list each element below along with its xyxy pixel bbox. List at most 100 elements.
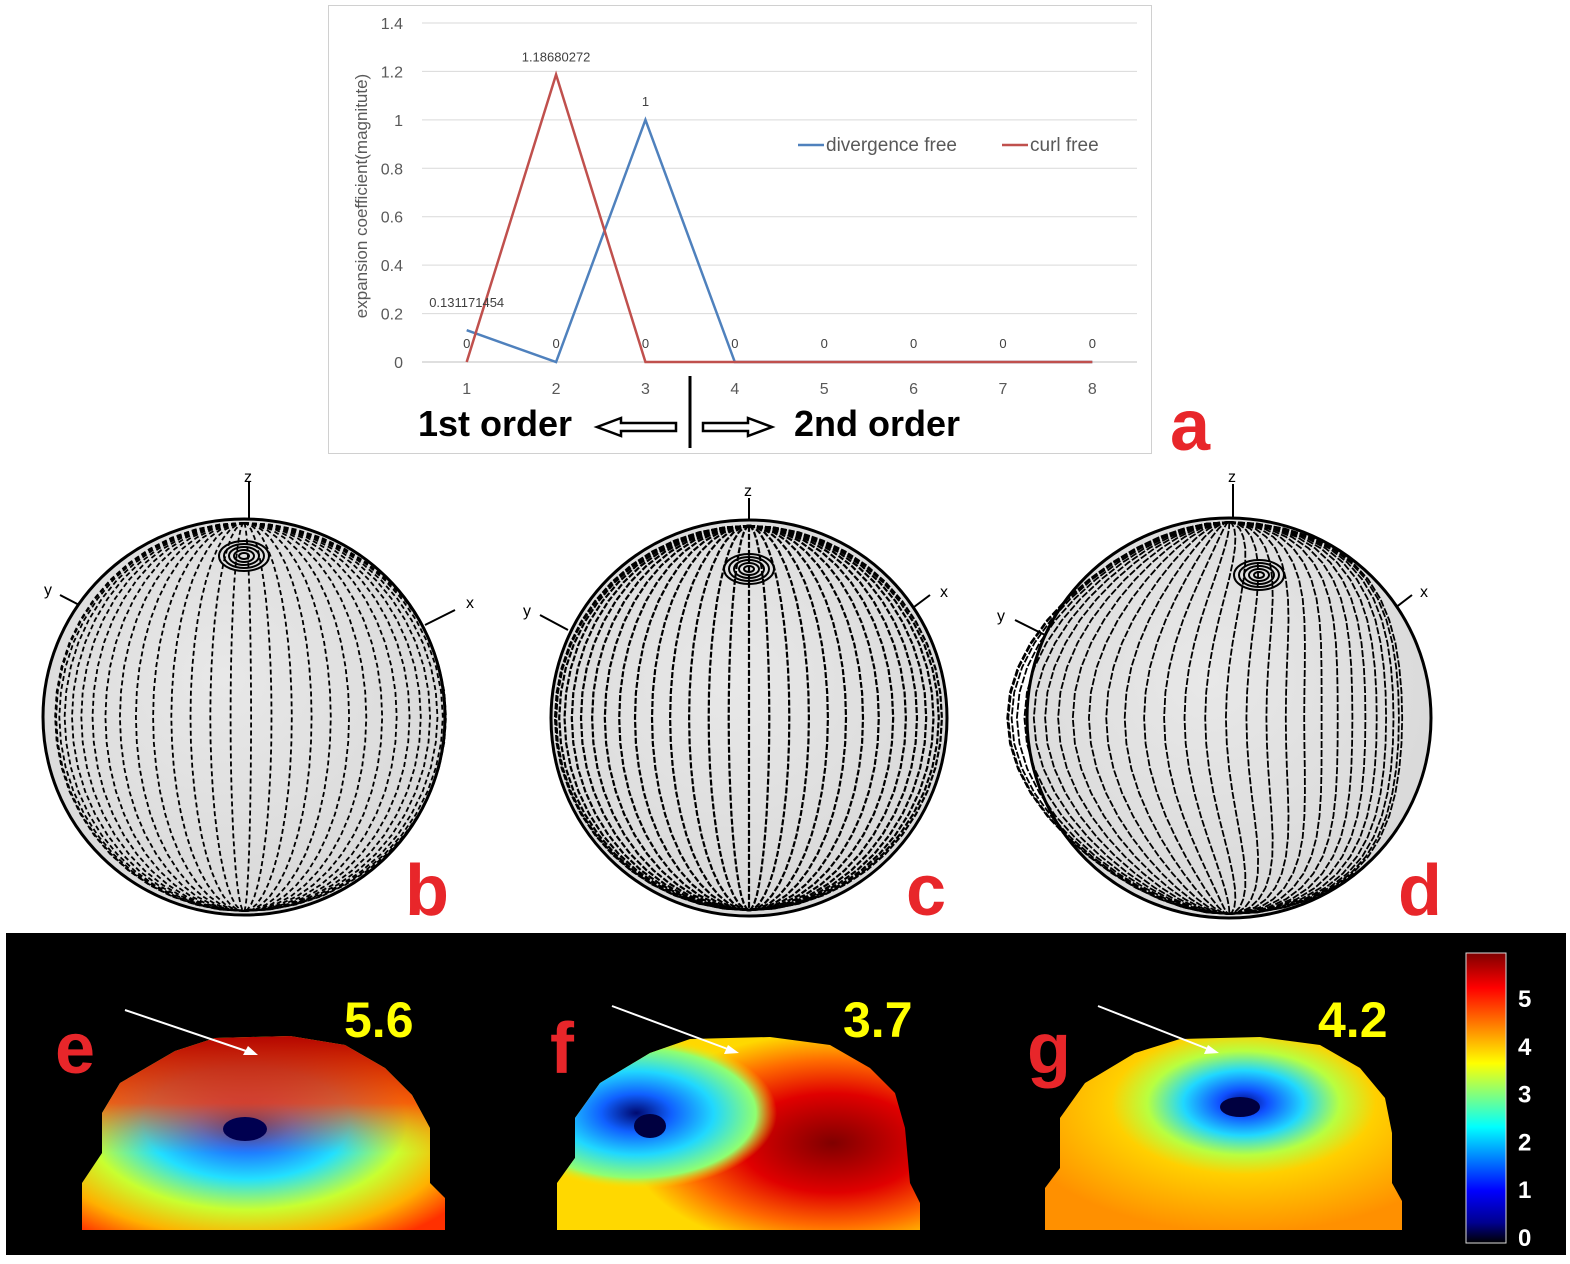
x-tick-label: 8 <box>1088 381 1097 398</box>
pointer-arrow <box>1097 1005 1214 1052</box>
field-line <box>1204 521 1237 915</box>
series-lines <box>465 70 1093 364</box>
field-line <box>707 524 750 912</box>
field-line <box>563 524 750 912</box>
y-tick-label: 1.4 <box>381 16 403 33</box>
field-line <box>1163 521 1230 915</box>
max-value-e: 5.6 <box>344 992 414 1048</box>
colorbar: 5 4 3 2 1 0 <box>1465 952 1532 1252</box>
panel-label-e: e <box>55 1009 95 1089</box>
x-tick-label: 6 <box>909 381 918 398</box>
y-axis-label: y <box>997 608 1005 625</box>
field-line <box>748 524 791 912</box>
y-tick-label: 0 <box>394 355 403 372</box>
field-line <box>650 524 750 912</box>
field-line <box>189 522 245 912</box>
vector-field-c <box>553 524 944 912</box>
field-line <box>243 522 398 912</box>
data-label: 0 <box>731 336 738 351</box>
sphere-b: z y x b <box>41 469 474 930</box>
data-label: 1.18680272 <box>522 50 591 65</box>
field-line <box>1228 521 1388 915</box>
field-line <box>748 524 848 912</box>
pole-swirl <box>233 549 255 563</box>
field-magnitude-maps: e 5.6 f 3.7 g 4.2 5 4 3 2 1 0 <box>6 933 1566 1255</box>
field-line <box>1228 521 1400 915</box>
colorbar-ticks: 5 4 3 2 1 0 <box>1518 986 1532 1252</box>
pole-swirl <box>743 565 755 573</box>
field-line <box>748 524 811 912</box>
panel-label-g: g <box>1027 1009 1071 1089</box>
field-line <box>748 524 895 912</box>
colorbar-tick-label: 4 <box>1518 1034 1532 1061</box>
field-line <box>243 522 432 912</box>
field-line <box>558 524 750 912</box>
x-tick-label: 2 <box>552 381 561 398</box>
sphere-d: z y x d <box>997 469 1442 930</box>
x-tick-label: 1 <box>462 381 471 398</box>
field-line <box>243 522 351 912</box>
field-line <box>243 522 368 912</box>
field-line <box>748 524 830 912</box>
field-line <box>1228 521 1378 915</box>
field-line <box>71 522 245 912</box>
z-axis-label: z <box>1228 469 1236 486</box>
x-axis-label: x <box>1420 584 1428 601</box>
data-label: 0 <box>1089 336 1096 351</box>
x-tick-label: 5 <box>820 381 829 398</box>
pole-swirl <box>1238 562 1280 588</box>
vector-field-b <box>54 522 447 912</box>
vector-field-d <box>1006 521 1404 915</box>
y-axis-line <box>539 614 569 631</box>
field-line <box>687 524 750 912</box>
pole-swirl <box>723 553 775 585</box>
field-line <box>633 524 750 912</box>
field-line <box>590 524 750 912</box>
chart-frame <box>328 5 1152 454</box>
y-tick-label: 0.8 <box>381 161 403 178</box>
data-label: 0 <box>910 336 917 351</box>
data-label: 0 <box>463 336 470 351</box>
y-tick-label: 0.4 <box>381 258 403 275</box>
field-line <box>1228 521 1395 915</box>
right-arrow-icon <box>701 416 776 438</box>
arrow-head-icon <box>243 1046 258 1055</box>
pole-swirl <box>1253 571 1265 579</box>
data-label: 0 <box>552 336 559 351</box>
field-line <box>170 522 245 912</box>
field-line <box>1228 521 1323 915</box>
first-order-label: 1st order <box>418 403 572 444</box>
field-line <box>1224 521 1247 915</box>
x-tick-label: 7 <box>998 381 1007 398</box>
field-line <box>1015 521 1230 915</box>
pole-swirl <box>228 546 260 566</box>
data-label: 0 <box>821 336 828 351</box>
field-line <box>243 522 332 912</box>
field-line <box>1010 521 1230 915</box>
y-axis-line <box>1014 619 1046 636</box>
legend-label: curl free <box>1030 135 1099 156</box>
pole-swirl <box>238 552 250 560</box>
field-line <box>668 524 750 912</box>
field-line <box>748 524 919 912</box>
field-line <box>243 522 439 912</box>
field-line <box>104 522 245 912</box>
y-tick-labels: 0 0.2 0.4 0.6 0.8 1 1.2 1.4 <box>381 16 403 372</box>
max-value-g: 4.2 <box>1318 992 1388 1048</box>
pole-swirl <box>728 556 770 582</box>
field-line <box>118 522 245 912</box>
data-label: 0.131171454 <box>429 295 504 310</box>
field-line <box>243 522 273 912</box>
arrow-head-icon <box>724 1045 739 1054</box>
field-line <box>1143 521 1230 915</box>
vector-field-spheres: z y x b z y x c z y x d <box>41 469 1442 930</box>
field-line <box>1057 521 1230 915</box>
field-line <box>55 522 245 912</box>
field-line <box>570 524 750 912</box>
field-line <box>727 524 750 912</box>
panel-label-f: f <box>550 1009 575 1089</box>
field-line <box>1023 521 1230 915</box>
x-axis-line <box>424 609 456 626</box>
legend: divergence free curl free <box>798 135 1099 156</box>
pole-swirl <box>738 562 760 576</box>
